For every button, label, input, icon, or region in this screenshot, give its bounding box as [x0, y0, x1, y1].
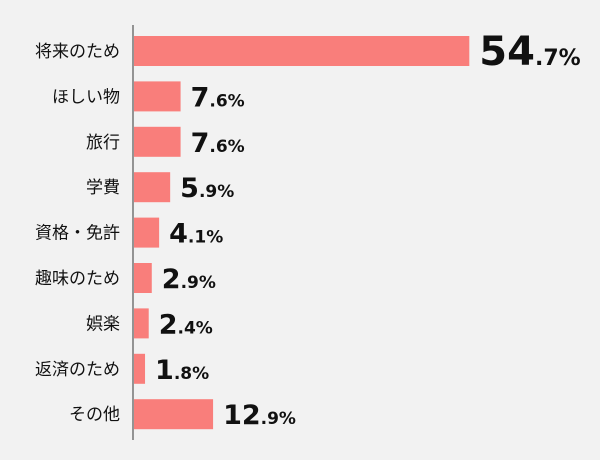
bar — [134, 217, 160, 248]
value-label-integer: 54 — [479, 29, 535, 75]
category-label: 学費 — [86, 178, 120, 198]
bar — [134, 36, 470, 66]
category-label: その他 — [69, 405, 120, 425]
bar — [134, 399, 214, 430]
bar — [134, 353, 146, 384]
value-label: 12.9% — [223, 400, 296, 431]
chart-marks: 将来のため 54.7%ほしい物 7.6%旅行 7.6%学費 5.9%資格・免許 4.1%趣… — [35, 29, 581, 431]
value-label-decimal: .9% — [261, 409, 296, 429]
value-label-integer: 12 — [223, 400, 261, 431]
category-label: 趣味のため — [35, 269, 120, 289]
category-label: 娯楽 — [86, 314, 120, 334]
value-label: 54.7% — [479, 29, 580, 75]
bar — [134, 172, 171, 203]
value-label-decimal: .8% — [174, 364, 209, 384]
value-label-integer: 7 — [191, 128, 210, 159]
value-label-decimal: .6% — [209, 91, 244, 111]
category-label: 資格・免許 — [35, 224, 120, 244]
value-label-integer: 2 — [162, 264, 181, 295]
value-label-decimal: .1% — [188, 228, 223, 248]
value-label-decimal: .4% — [178, 318, 213, 338]
category-label: ほしい物 — [52, 87, 120, 107]
value-label-integer: 7 — [191, 82, 210, 113]
value-label-integer: 2 — [159, 309, 178, 340]
category-label: 将来のため — [35, 42, 120, 62]
value-label-integer: 1 — [155, 355, 174, 386]
category-label: 旅行 — [86, 133, 120, 153]
value-label: 2.9% — [162, 264, 216, 295]
value-label: 4.1% — [169, 219, 223, 250]
bar — [134, 263, 152, 293]
value-label: 7.6% — [191, 128, 245, 159]
category-label: 返済のため — [35, 360, 120, 380]
value-label: 2.4% — [159, 309, 213, 340]
bar — [134, 308, 149, 339]
value-label-integer: 5 — [180, 173, 199, 204]
value-label-decimal: .9% — [181, 273, 216, 293]
value-label-decimal: .9% — [199, 182, 234, 202]
value-label-integer: 4 — [169, 219, 188, 250]
bar — [134, 81, 181, 112]
value-label-decimal: .6% — [209, 137, 244, 157]
value-label-decimal: .7% — [535, 46, 581, 71]
value-label: 5.9% — [180, 173, 234, 204]
value-label: 1.8% — [155, 355, 209, 386]
value-label: 7.6% — [191, 82, 245, 113]
bar — [134, 126, 181, 157]
